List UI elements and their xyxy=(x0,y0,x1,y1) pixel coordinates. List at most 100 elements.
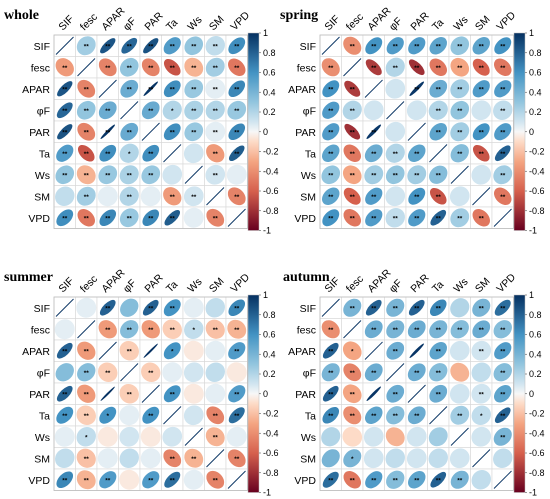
significance-label: ** xyxy=(213,108,219,115)
row-label: Ta xyxy=(305,148,316,160)
significance-label: ** xyxy=(148,327,154,334)
correlation-ellipse xyxy=(227,449,246,468)
significance-label: ** xyxy=(328,413,334,420)
column-label: APAR xyxy=(99,267,127,295)
colorbar-tick-label: -0.6 xyxy=(529,186,545,196)
correlation-ellipse xyxy=(429,299,447,317)
significance-label: ** xyxy=(62,413,68,420)
colorbar xyxy=(247,294,260,493)
significance-label: ** xyxy=(457,413,463,420)
column-label: SIF xyxy=(56,13,76,33)
significance-label: ** xyxy=(234,151,240,158)
correlation-ellipse xyxy=(365,471,383,489)
column-label: fesc xyxy=(78,11,100,33)
correlation-ellipse xyxy=(494,80,512,98)
significance-label: ** xyxy=(84,43,90,50)
diagonal-mark xyxy=(77,58,96,77)
significance-label: ** xyxy=(414,65,420,72)
significance-label: ** xyxy=(105,43,111,50)
correlation-ellipse xyxy=(343,298,362,317)
significance-label: ** xyxy=(350,129,356,136)
correlation-ellipse xyxy=(364,406,383,425)
correlation-ellipse xyxy=(183,405,204,426)
significance-label: * xyxy=(480,413,483,420)
significance-label: ** xyxy=(328,86,334,93)
correlation-ellipse xyxy=(365,37,383,55)
correlation-ellipse xyxy=(119,384,139,404)
correlation-ellipse xyxy=(386,298,405,317)
significance-label: ** xyxy=(148,151,154,158)
correlation-ellipse xyxy=(386,37,404,55)
correlation-ellipse xyxy=(141,165,161,185)
significance-label: ** xyxy=(457,327,463,334)
colorbar-tick-label: 1 xyxy=(263,28,268,38)
column-label: APAR xyxy=(365,5,393,33)
significance-label: ** xyxy=(350,370,356,377)
correlation-ellipse xyxy=(322,209,340,227)
correlation-ellipse xyxy=(119,341,139,361)
correlation-ellipse xyxy=(450,122,470,142)
correlation-ellipse xyxy=(450,362,470,382)
correlation-ellipse xyxy=(407,470,426,489)
significance-label: ** xyxy=(350,477,356,484)
significance-label: ** xyxy=(148,86,154,93)
correlation-ellipse xyxy=(184,448,204,468)
significance-label: ** xyxy=(213,215,219,222)
correlation-ellipse xyxy=(472,58,490,76)
significance-label: ** xyxy=(328,477,334,484)
row-label: Ws xyxy=(301,170,316,182)
colorbar-tick-label: -1 xyxy=(263,488,271,498)
significance-label: ** xyxy=(191,43,197,50)
correlation-ellipse xyxy=(205,78,226,99)
correlation-ellipse xyxy=(205,121,226,142)
correlation-ellipse xyxy=(471,426,492,447)
correlation-ellipse xyxy=(471,405,491,425)
correlation-ellipse xyxy=(385,448,405,468)
significance-label: ** xyxy=(62,391,68,398)
correlation-ellipse xyxy=(120,79,139,98)
significance-label: ** xyxy=(500,172,506,179)
correlation-ellipse xyxy=(205,100,225,120)
significance-label: ** xyxy=(127,43,133,50)
correlation-ellipse xyxy=(321,427,341,447)
significance-label: * xyxy=(192,327,195,334)
colorbar-tick-label: 0.6 xyxy=(263,330,276,340)
correlation-ellipse xyxy=(321,320,340,339)
row-label: Ta xyxy=(39,148,50,160)
correlation-ellipse xyxy=(321,144,340,163)
correlation-ellipse xyxy=(407,406,426,425)
correlation-ellipse xyxy=(363,100,384,121)
column-label: PAR xyxy=(142,272,165,295)
column-label: φF xyxy=(387,15,405,33)
correlation-ellipse xyxy=(429,36,448,55)
correlation-ellipse xyxy=(471,164,492,185)
correlation-ellipse xyxy=(77,79,96,98)
panel-spring: spring ** ** ** ** ** ** ** ** ** ** ** ** ** ** ** ** **… xyxy=(280,5,545,236)
significance-label: * xyxy=(351,456,354,463)
significance-label: ** xyxy=(170,477,176,484)
correlation-ellipse xyxy=(228,299,246,317)
correlation-ellipse xyxy=(228,342,246,360)
correlation-ellipse xyxy=(143,38,159,54)
significance-label: ** xyxy=(500,151,506,158)
significance-label: ** xyxy=(170,65,176,72)
significance-label: ** xyxy=(127,65,133,72)
significance-label: ** xyxy=(414,305,420,312)
diagonal-mark xyxy=(321,298,340,317)
significance-label: ** xyxy=(84,108,90,115)
correlation-ellipse xyxy=(205,36,225,56)
significance-label: ** xyxy=(62,65,68,72)
row-label: φF xyxy=(37,105,50,117)
correlation-ellipse xyxy=(98,101,117,120)
significance-label: ** xyxy=(436,348,442,355)
significance-label: ** xyxy=(328,391,334,398)
significance-label: ** xyxy=(191,86,197,93)
correlation-ellipse xyxy=(449,383,470,404)
row-label: SIF xyxy=(300,41,316,53)
significance-label: * xyxy=(351,348,354,355)
correlation-ellipse xyxy=(163,80,181,98)
correlation-ellipse xyxy=(184,319,204,339)
column-label: Ws xyxy=(451,14,470,33)
column-label: Ta xyxy=(430,279,446,295)
significance-label: ** xyxy=(371,477,377,484)
